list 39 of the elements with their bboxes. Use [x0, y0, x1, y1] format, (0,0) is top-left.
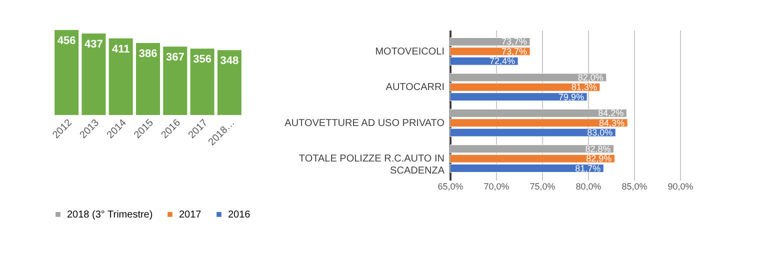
- x-tick-label: 85,0%: [622, 182, 648, 192]
- x-tick-label: 75,0%: [530, 182, 556, 192]
- data-label: 456: [57, 35, 76, 47]
- data-label: 82,8%: [585, 144, 611, 154]
- x-tick-label: 70,0%: [484, 182, 510, 192]
- y-tick-label: AUTOVETTURE AD USO PRIVATO: [284, 118, 445, 129]
- legend-label: 2017: [179, 209, 202, 220]
- data-label: 81,3%: [571, 82, 597, 92]
- data-label: 72,4%: [490, 56, 516, 66]
- bar: [136, 43, 160, 115]
- bar: [108, 38, 133, 115]
- bar: [217, 50, 242, 115]
- y-tick-label: AUTOCARRI: [386, 82, 444, 94]
- bar: [82, 34, 106, 115]
- bar: [54, 30, 79, 115]
- data-label: 356: [193, 54, 212, 66]
- data-label: 84,3%: [599, 118, 625, 128]
- legend-label: 2018 (3° Trimestre): [67, 209, 153, 220]
- x-tick-label: 65,0%: [438, 182, 464, 192]
- data-label: 81,7%: [575, 163, 601, 174]
- bar: [163, 46, 188, 115]
- y-tick-label: TOTALE POLIZZE R.C.AUTO IN SCADENZA: [298, 154, 445, 177]
- y-tick-label: MOTOVEICOLI: [375, 46, 444, 58]
- data-label: 82,0%: [578, 72, 604, 82]
- data-label: 73,7%: [502, 46, 528, 56]
- data-label: 79,9%: [558, 92, 584, 102]
- data-label: 73,7%: [502, 36, 528, 47]
- data-label: 386: [138, 48, 158, 60]
- data-label: 437: [84, 38, 103, 51]
- data-label: 82,9%: [586, 154, 612, 164]
- x-tick-label: 80,0%: [576, 182, 602, 192]
- data-label: 83,0%: [587, 128, 613, 138]
- data-label: 84,2%: [598, 108, 624, 118]
- bar: [190, 48, 214, 115]
- data-label: 411: [112, 43, 130, 56]
- legend-label: 2016: [228, 209, 251, 220]
- x-tick-label: 90,0%: [668, 182, 694, 192]
- data-label: 367: [166, 52, 184, 64]
- data-label: 348: [220, 55, 239, 68]
